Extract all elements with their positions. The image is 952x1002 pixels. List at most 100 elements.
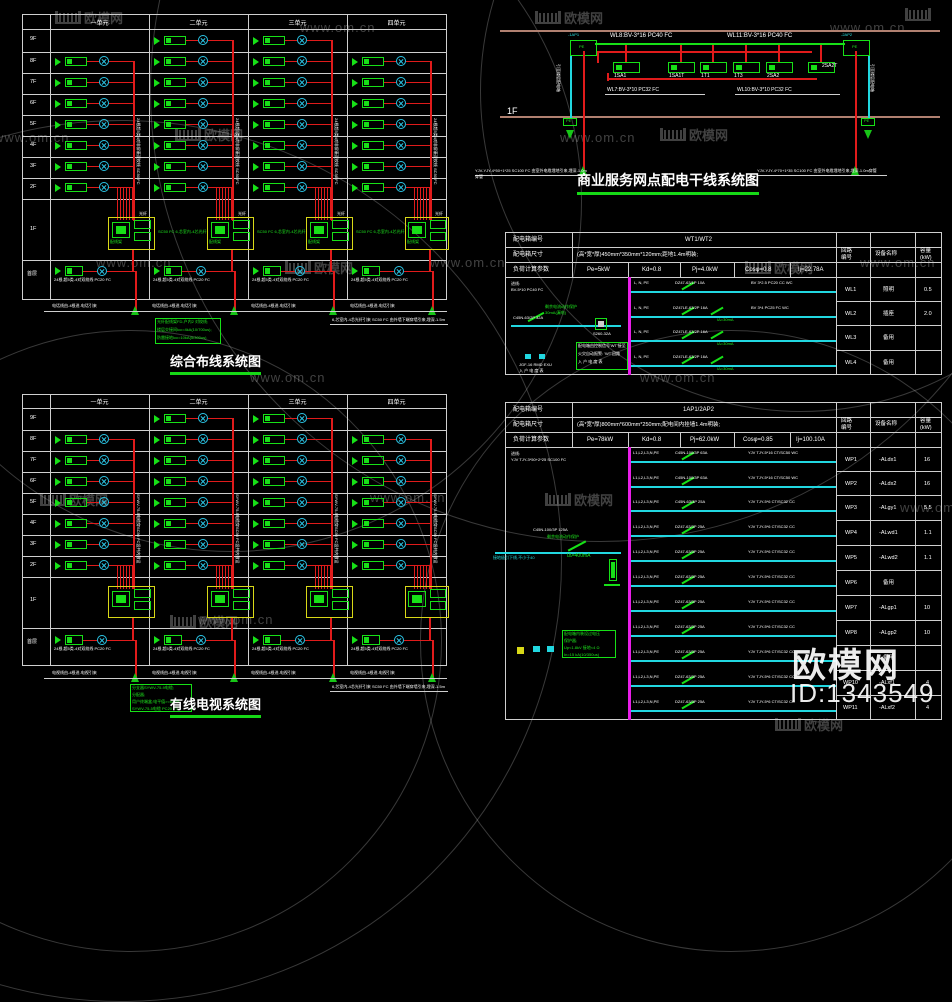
floor-label: 首层 <box>27 639 38 645</box>
wire <box>109 460 133 461</box>
branch-line <box>631 365 836 367</box>
grid-divider <box>22 514 447 515</box>
wire <box>384 124 396 125</box>
wire <box>182 640 196 641</box>
outlet-fill <box>364 479 369 484</box>
outlet-box <box>164 266 182 276</box>
terminal-icon <box>352 267 358 275</box>
down-riser <box>432 271 434 313</box>
wire <box>285 418 297 419</box>
outlet-fill <box>166 59 171 64</box>
branch-equip: 插座 <box>883 311 895 317</box>
wire <box>83 271 97 272</box>
branch-equip: -ALdx1 <box>879 457 897 463</box>
trunk-distribution-diagram: 1F PE -1AP1 PE 引至楼层配电箱 PE -2AP2 PE 引至楼层配… <box>475 18 945 203</box>
terminal-icon <box>253 499 259 507</box>
junction-node <box>198 182 208 192</box>
riser-main <box>430 439 432 589</box>
terminal-icon <box>253 163 259 171</box>
wire <box>87 124 99 125</box>
floor-label: 8F <box>30 436 37 442</box>
row-divider <box>505 247 942 248</box>
cabinet-frame <box>108 217 155 250</box>
branch-note-rule-left <box>605 94 705 95</box>
meter-label: 1T3 <box>734 73 743 79</box>
junction-node <box>99 161 109 171</box>
outlet-box <box>164 519 186 528</box>
wire <box>384 565 396 566</box>
terminal-icon <box>352 121 358 129</box>
wire <box>208 502 232 503</box>
leak-label: IΔ=30mA <box>717 341 734 346</box>
up-arrow-icon <box>329 306 337 315</box>
floor-label: 5F <box>30 499 37 505</box>
legend-line: 分支器SYWV-75-9电缆; <box>132 685 175 690</box>
wire <box>384 61 396 62</box>
junction-node <box>198 77 208 87</box>
riser-bundle <box>414 187 430 220</box>
wire <box>208 481 232 482</box>
legend-line: 光纤配线架FD-户内2 对绞线; <box>157 319 209 324</box>
bottom-note: 24根.超5类-4对双绞线 PC20 FC <box>153 277 210 282</box>
outlet-fill <box>166 164 171 169</box>
branch-cable: BV 3*4 PC25 FC WC <box>751 305 789 310</box>
cad-drawing-canvas: www.om.cn www.om.cn www.om.cn www.om.cn … <box>0 0 952 736</box>
terminal-icon <box>253 636 259 644</box>
note-line: 保护器; <box>564 638 578 643</box>
row-divider <box>836 325 942 326</box>
wire <box>285 565 297 566</box>
outlet-fill <box>265 122 270 127</box>
branch-wire <box>597 51 812 53</box>
branch-line <box>631 560 836 562</box>
riser-note: SYWV-75-9电缆穿SC50 FC竖井内敷设 <box>334 494 339 564</box>
branch-equip: 照明 <box>883 287 895 293</box>
riser-note: SYWV-75-9电缆穿SC50 FC竖井内敷设 <box>235 494 240 564</box>
branch-line <box>631 710 836 712</box>
col-divider <box>680 262 681 277</box>
wire <box>208 439 232 440</box>
riser-note: SYWV-75-9电缆穿SC50 FC竖井内敷设 <box>433 494 438 564</box>
terminal-icon <box>154 478 160 486</box>
riser-bundle <box>315 187 331 220</box>
wire <box>285 544 297 545</box>
floor-label: 3F <box>30 541 37 547</box>
outlet-fill <box>166 143 171 148</box>
grid-divider <box>22 94 447 95</box>
junction-node <box>99 182 109 192</box>
wire <box>87 439 99 440</box>
outlet-box <box>263 498 285 507</box>
wire <box>109 439 133 440</box>
junction-node <box>297 413 307 423</box>
terminal-icon <box>154 121 160 129</box>
pe-label: PE <box>864 118 870 123</box>
legend-line: 分配器; <box>132 692 146 697</box>
panel-feed-left <box>570 56 572 118</box>
cabinet-frame <box>306 586 353 618</box>
branch-phase: L1,L2,L3,N,PE <box>633 649 660 654</box>
junction-node <box>198 35 208 45</box>
junction-node <box>295 266 305 276</box>
outlet-box <box>263 477 285 486</box>
ground-note: 接地极引下线,不小于40 <box>493 555 535 560</box>
wire <box>87 61 99 62</box>
terminal-icon <box>154 457 160 465</box>
grid-divider <box>22 535 447 536</box>
col-divider <box>836 232 837 375</box>
down-riser <box>135 640 137 680</box>
row-divider <box>836 471 942 472</box>
outlet-fill <box>166 479 171 484</box>
riser-main <box>331 40 333 221</box>
outlet-fill <box>166 637 171 643</box>
hub-box <box>233 232 250 241</box>
floor-label: 2F <box>30 562 37 568</box>
wire <box>285 523 297 524</box>
entry-note: 进线: BV-5*10 PC40 FC <box>511 281 543 293</box>
outlet-box <box>362 635 380 645</box>
outlet-box <box>263 414 285 423</box>
wire <box>109 103 133 104</box>
outlet-box <box>65 561 87 570</box>
side-col-header: 回路 编号 <box>841 248 853 261</box>
entry-bus <box>495 552 621 554</box>
drop <box>778 45 780 62</box>
outlet-box <box>263 561 285 570</box>
